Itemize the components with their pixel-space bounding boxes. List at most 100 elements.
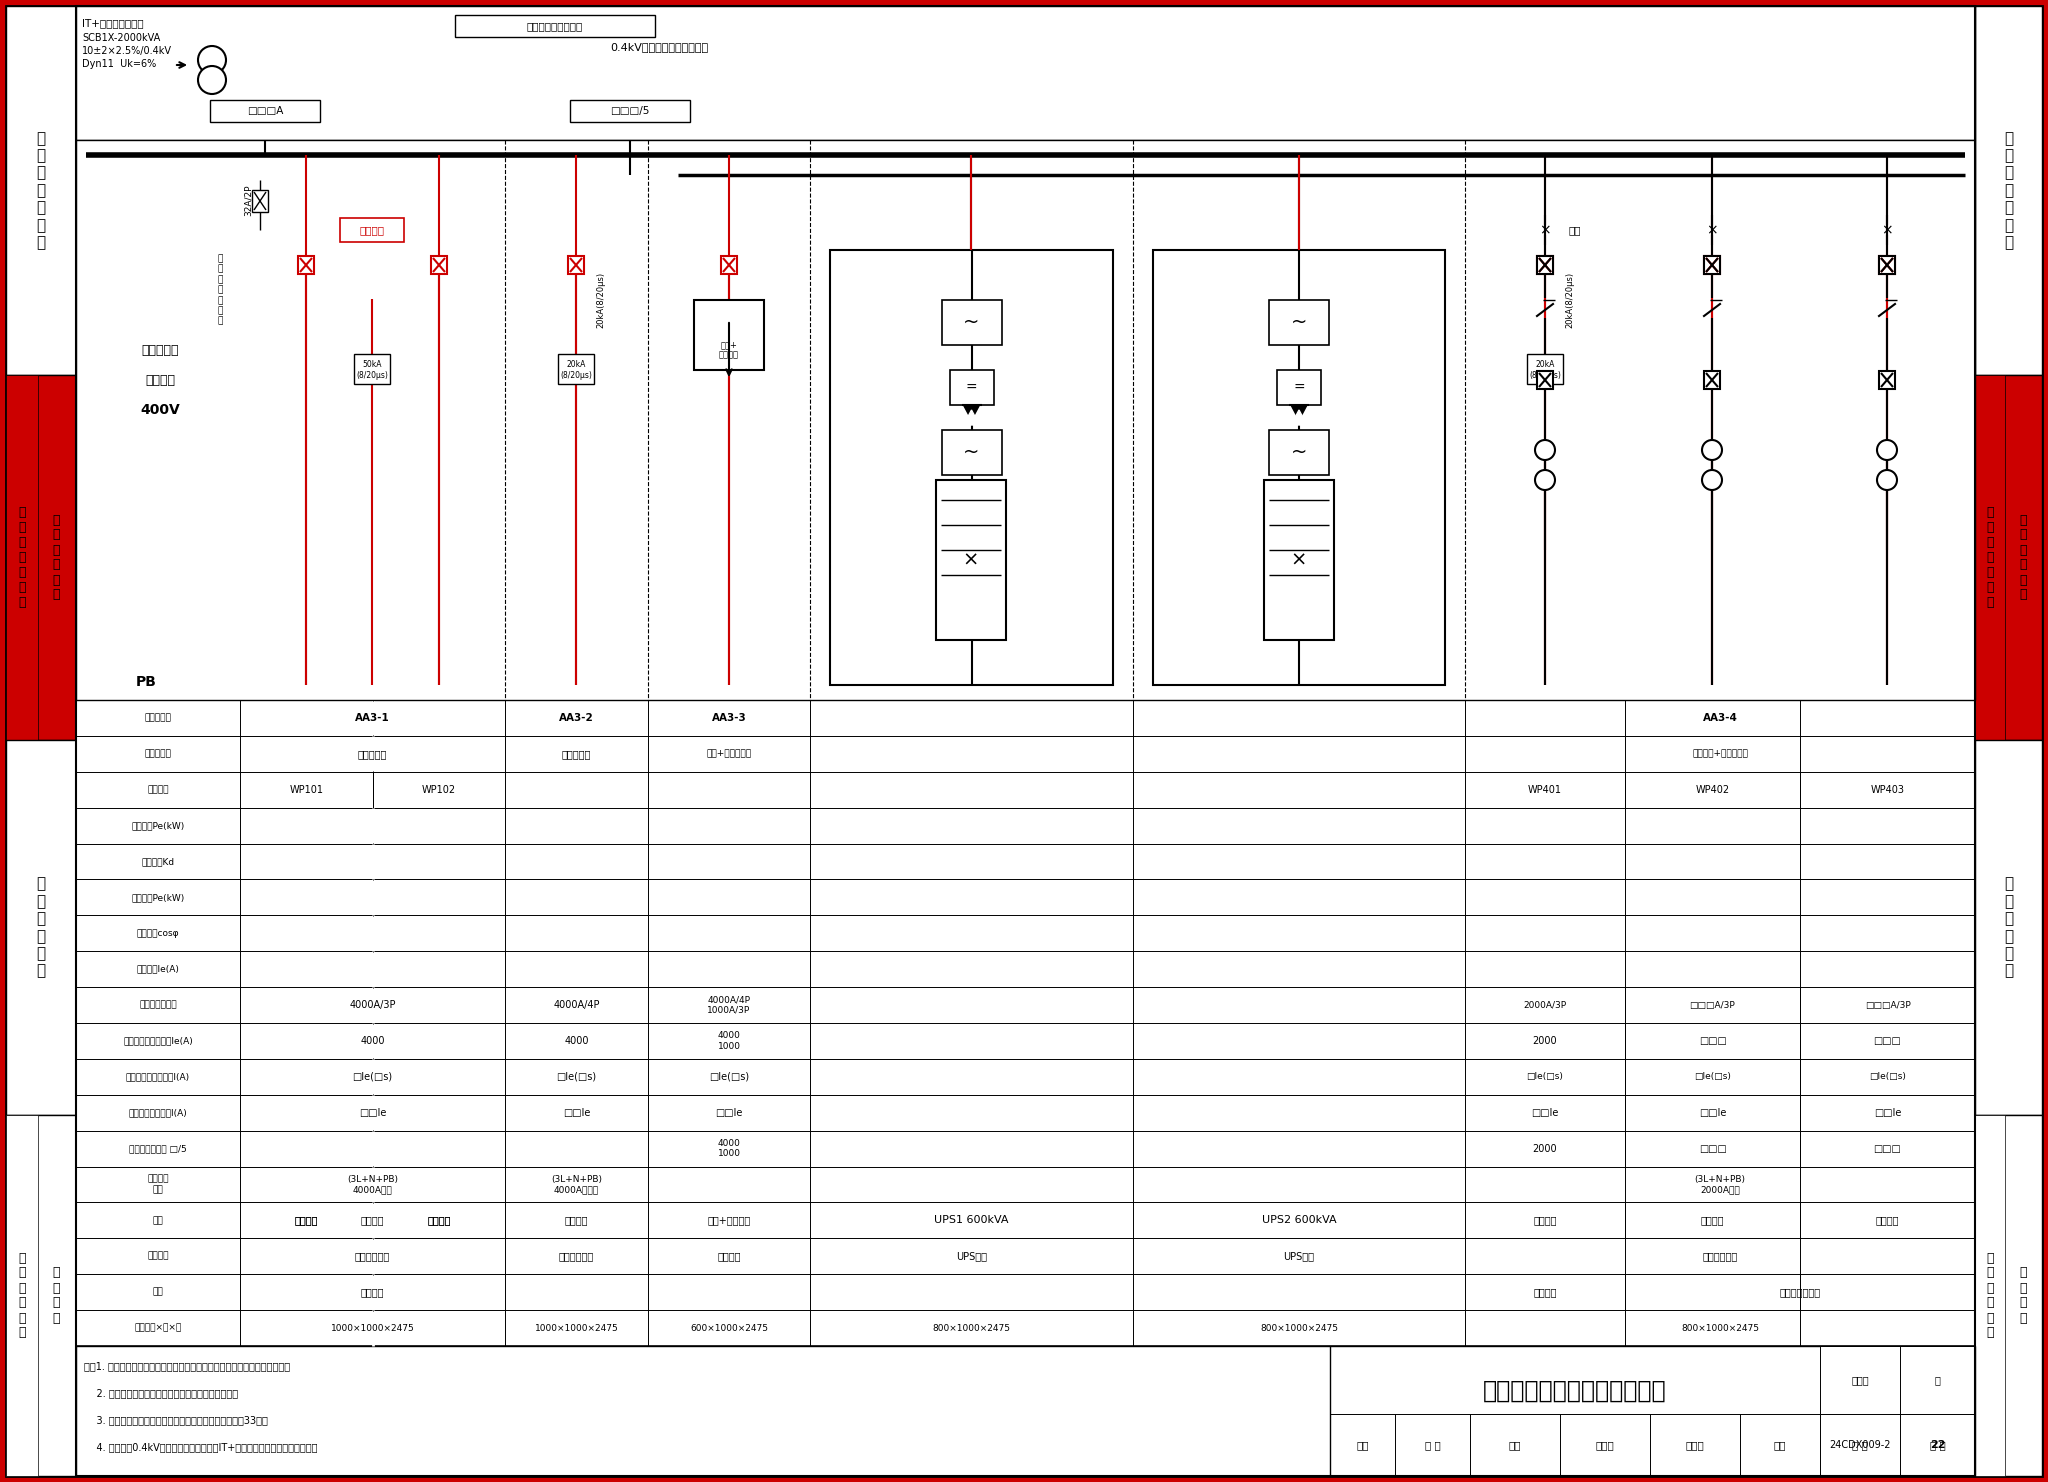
- Polygon shape: [963, 405, 979, 419]
- Bar: [6, 6, 76, 375]
- Text: □□Ie: □□Ie: [1698, 1107, 1726, 1117]
- Bar: [1536, 256, 1552, 274]
- Text: 母联输入: 母联输入: [565, 1215, 588, 1226]
- Text: 注：1. 断路器长延时、短延时、瞬动保护整定电流值等参数由工程设计确定。: 注：1. 断路器长延时、短延时、瞬动保护整定电流值等参数由工程设计确定。: [84, 1360, 291, 1371]
- Text: 额定电压: 额定电压: [145, 373, 174, 387]
- Text: 22: 22: [1929, 1441, 1946, 1449]
- Bar: [1821, 1414, 1974, 1476]
- Text: UPS2 600kVA: UPS2 600kVA: [1262, 1215, 1335, 1226]
- Text: 4. 本示例为0.4kV柴油发电机组电源引入IT+动力电力模块低压配电系统图。: 4. 本示例为0.4kV柴油发电机组电源引入IT+动力电力模块低压配电系统图。: [84, 1442, 317, 1452]
- Text: 母联输入: 母联输入: [428, 1215, 451, 1226]
- Text: AA3-3: AA3-3: [711, 713, 745, 723]
- Text: □□□: □□□: [1874, 1144, 1901, 1153]
- Text: AA3-4: AA3-4: [1702, 713, 1737, 723]
- Bar: [2042, 0, 2048, 1482]
- Circle shape: [1536, 440, 1554, 459]
- Text: 进线母联柜: 进线母联柜: [358, 748, 387, 759]
- Text: 设备备置Pe(kW): 设备备置Pe(kW): [131, 821, 184, 830]
- Bar: [1974, 6, 2042, 375]
- Bar: [252, 190, 268, 212]
- Text: WP102: WP102: [422, 785, 457, 794]
- Text: 母联输入: 母联输入: [428, 1215, 451, 1226]
- Text: □□Ie: □□Ie: [1874, 1107, 1901, 1117]
- Text: 电流互感器变比 □/5: 电流互感器变比 □/5: [129, 1144, 186, 1153]
- Bar: [1536, 256, 1552, 274]
- Text: 陈 波: 陈 波: [1851, 1441, 1868, 1449]
- Circle shape: [199, 67, 225, 93]
- Bar: [340, 218, 403, 242]
- Bar: [76, 6, 80, 1476]
- Text: 4000
1000: 4000 1000: [717, 1138, 741, 1159]
- Text: ×: ×: [1882, 222, 1892, 237]
- Text: 设
计
与
安
装
要
点: 设 计 与 安 装 要 点: [37, 130, 45, 250]
- Text: WP101: WP101: [289, 785, 324, 794]
- Bar: [1878, 256, 1894, 274]
- Text: 用途: 用途: [154, 1215, 164, 1226]
- Bar: [567, 256, 584, 274]
- Text: 图集号: 图集号: [1851, 1375, 1870, 1386]
- Bar: [1704, 256, 1720, 274]
- Text: 智
能
化
管
理
系
统: 智 能 化 管 理 系 统: [18, 505, 25, 609]
- Text: □Ie(□s): □Ie(□s): [1526, 1073, 1563, 1082]
- Text: □□□/5: □□□/5: [610, 107, 649, 116]
- Text: 电气联锁: 电气联锁: [360, 225, 385, 236]
- Text: 1000×1000×2475: 1000×1000×2475: [535, 1323, 618, 1332]
- Text: □Ie(□s): □Ie(□s): [1870, 1073, 1907, 1082]
- Text: 800×1000×2475: 800×1000×2475: [1260, 1323, 1337, 1332]
- Text: □Ie(□s): □Ie(□s): [709, 1071, 750, 1082]
- Text: □Ie(□s): □Ie(□s): [352, 1071, 393, 1082]
- Text: 重伟亮: 重伟亮: [1686, 1441, 1704, 1449]
- Text: 审核: 审核: [1356, 1441, 1368, 1449]
- Bar: [1704, 256, 1720, 274]
- Bar: [6, 740, 76, 1114]
- Text: 计算容量Pe(kW): 计算容量Pe(kW): [131, 892, 184, 903]
- Text: □Ie(□s): □Ie(□s): [557, 1071, 596, 1082]
- Text: UPS主控: UPS主控: [956, 1251, 987, 1261]
- Text: 32A/2P: 32A/2P: [244, 184, 252, 216]
- Text: 霍伟亮: 霍伟亮: [1595, 1441, 1614, 1449]
- Bar: [1878, 256, 1894, 274]
- Text: 20kA(8/20μs): 20kA(8/20μs): [596, 271, 606, 328]
- Text: PB: PB: [135, 674, 158, 689]
- Text: ×: ×: [1706, 222, 1718, 237]
- Bar: [1270, 299, 1329, 345]
- Bar: [0, 0, 6, 1482]
- Bar: [76, 139, 1974, 700]
- Text: 锂
离
子
电
池
柜: 锂 离 子 电 池 柜: [37, 876, 45, 978]
- Text: 开关柜编号: 开关柜编号: [145, 713, 172, 722]
- Text: 短延时保护整定电流I(A): 短延时保护整定电流I(A): [125, 1073, 190, 1082]
- Text: 4000A/4P: 4000A/4P: [553, 1000, 600, 1011]
- Bar: [0, 1476, 2048, 1482]
- Text: □□□: □□□: [1874, 1036, 1901, 1046]
- Text: 电力模块低压配电系统示例三: 电力模块低压配电系统示例三: [1483, 1378, 1667, 1403]
- Text: 4000A/3P: 4000A/3P: [350, 1000, 395, 1011]
- Text: □□□A: □□□A: [248, 107, 283, 116]
- Text: 无功+谐波补偿柜: 无功+谐波补偿柜: [707, 750, 752, 759]
- Text: 600×1000×2475: 600×1000×2475: [690, 1323, 768, 1332]
- Bar: [6, 1114, 76, 1476]
- Text: 智
能
化
管
理
系
统: 智 能 化 管 理 系 统: [1987, 505, 1995, 609]
- Bar: [721, 256, 737, 274]
- Text: 监控系统: 监控系统: [147, 1252, 168, 1261]
- Text: ~: ~: [1290, 443, 1307, 461]
- Text: 3. 电力模块内不包括锂离子电池柜，锂离子电池柜见第33页。: 3. 电力模块内不包括锂离子电池柜，锂离子电池柜见第33页。: [84, 1415, 268, 1426]
- Text: 柜级监控单元: 柜级监控单元: [354, 1251, 389, 1261]
- Text: 柜级监控单元: 柜级监控单元: [1702, 1251, 1737, 1261]
- Text: 电缆型号
规格: 电缆型号 规格: [147, 1175, 168, 1194]
- Text: 回路编号: 回路编号: [147, 785, 168, 794]
- Bar: [354, 354, 389, 384]
- Text: 挂锁: 挂锁: [1569, 225, 1581, 236]
- Bar: [1972, 6, 1974, 1476]
- Text: =: =: [967, 381, 977, 396]
- Text: 无功+谐波补偿: 无功+谐波补偿: [707, 1215, 752, 1226]
- Text: 设计: 设计: [1774, 1441, 1786, 1449]
- Text: 2000: 2000: [1532, 1144, 1556, 1153]
- Text: 备注: 备注: [154, 1288, 164, 1297]
- Text: 10±2×2.5%/0.4kV: 10±2×2.5%/0.4kV: [82, 46, 172, 56]
- Text: 20kA
(8/20μs): 20kA (8/20μs): [1530, 360, 1561, 379]
- Text: UPS主控: UPS主控: [1284, 1251, 1315, 1261]
- Text: ~: ~: [963, 443, 979, 461]
- Text: SCB1X-2000kVA: SCB1X-2000kVA: [82, 33, 160, 43]
- Circle shape: [1702, 440, 1722, 459]
- Text: 孙 兰: 孙 兰: [1425, 1441, 1440, 1449]
